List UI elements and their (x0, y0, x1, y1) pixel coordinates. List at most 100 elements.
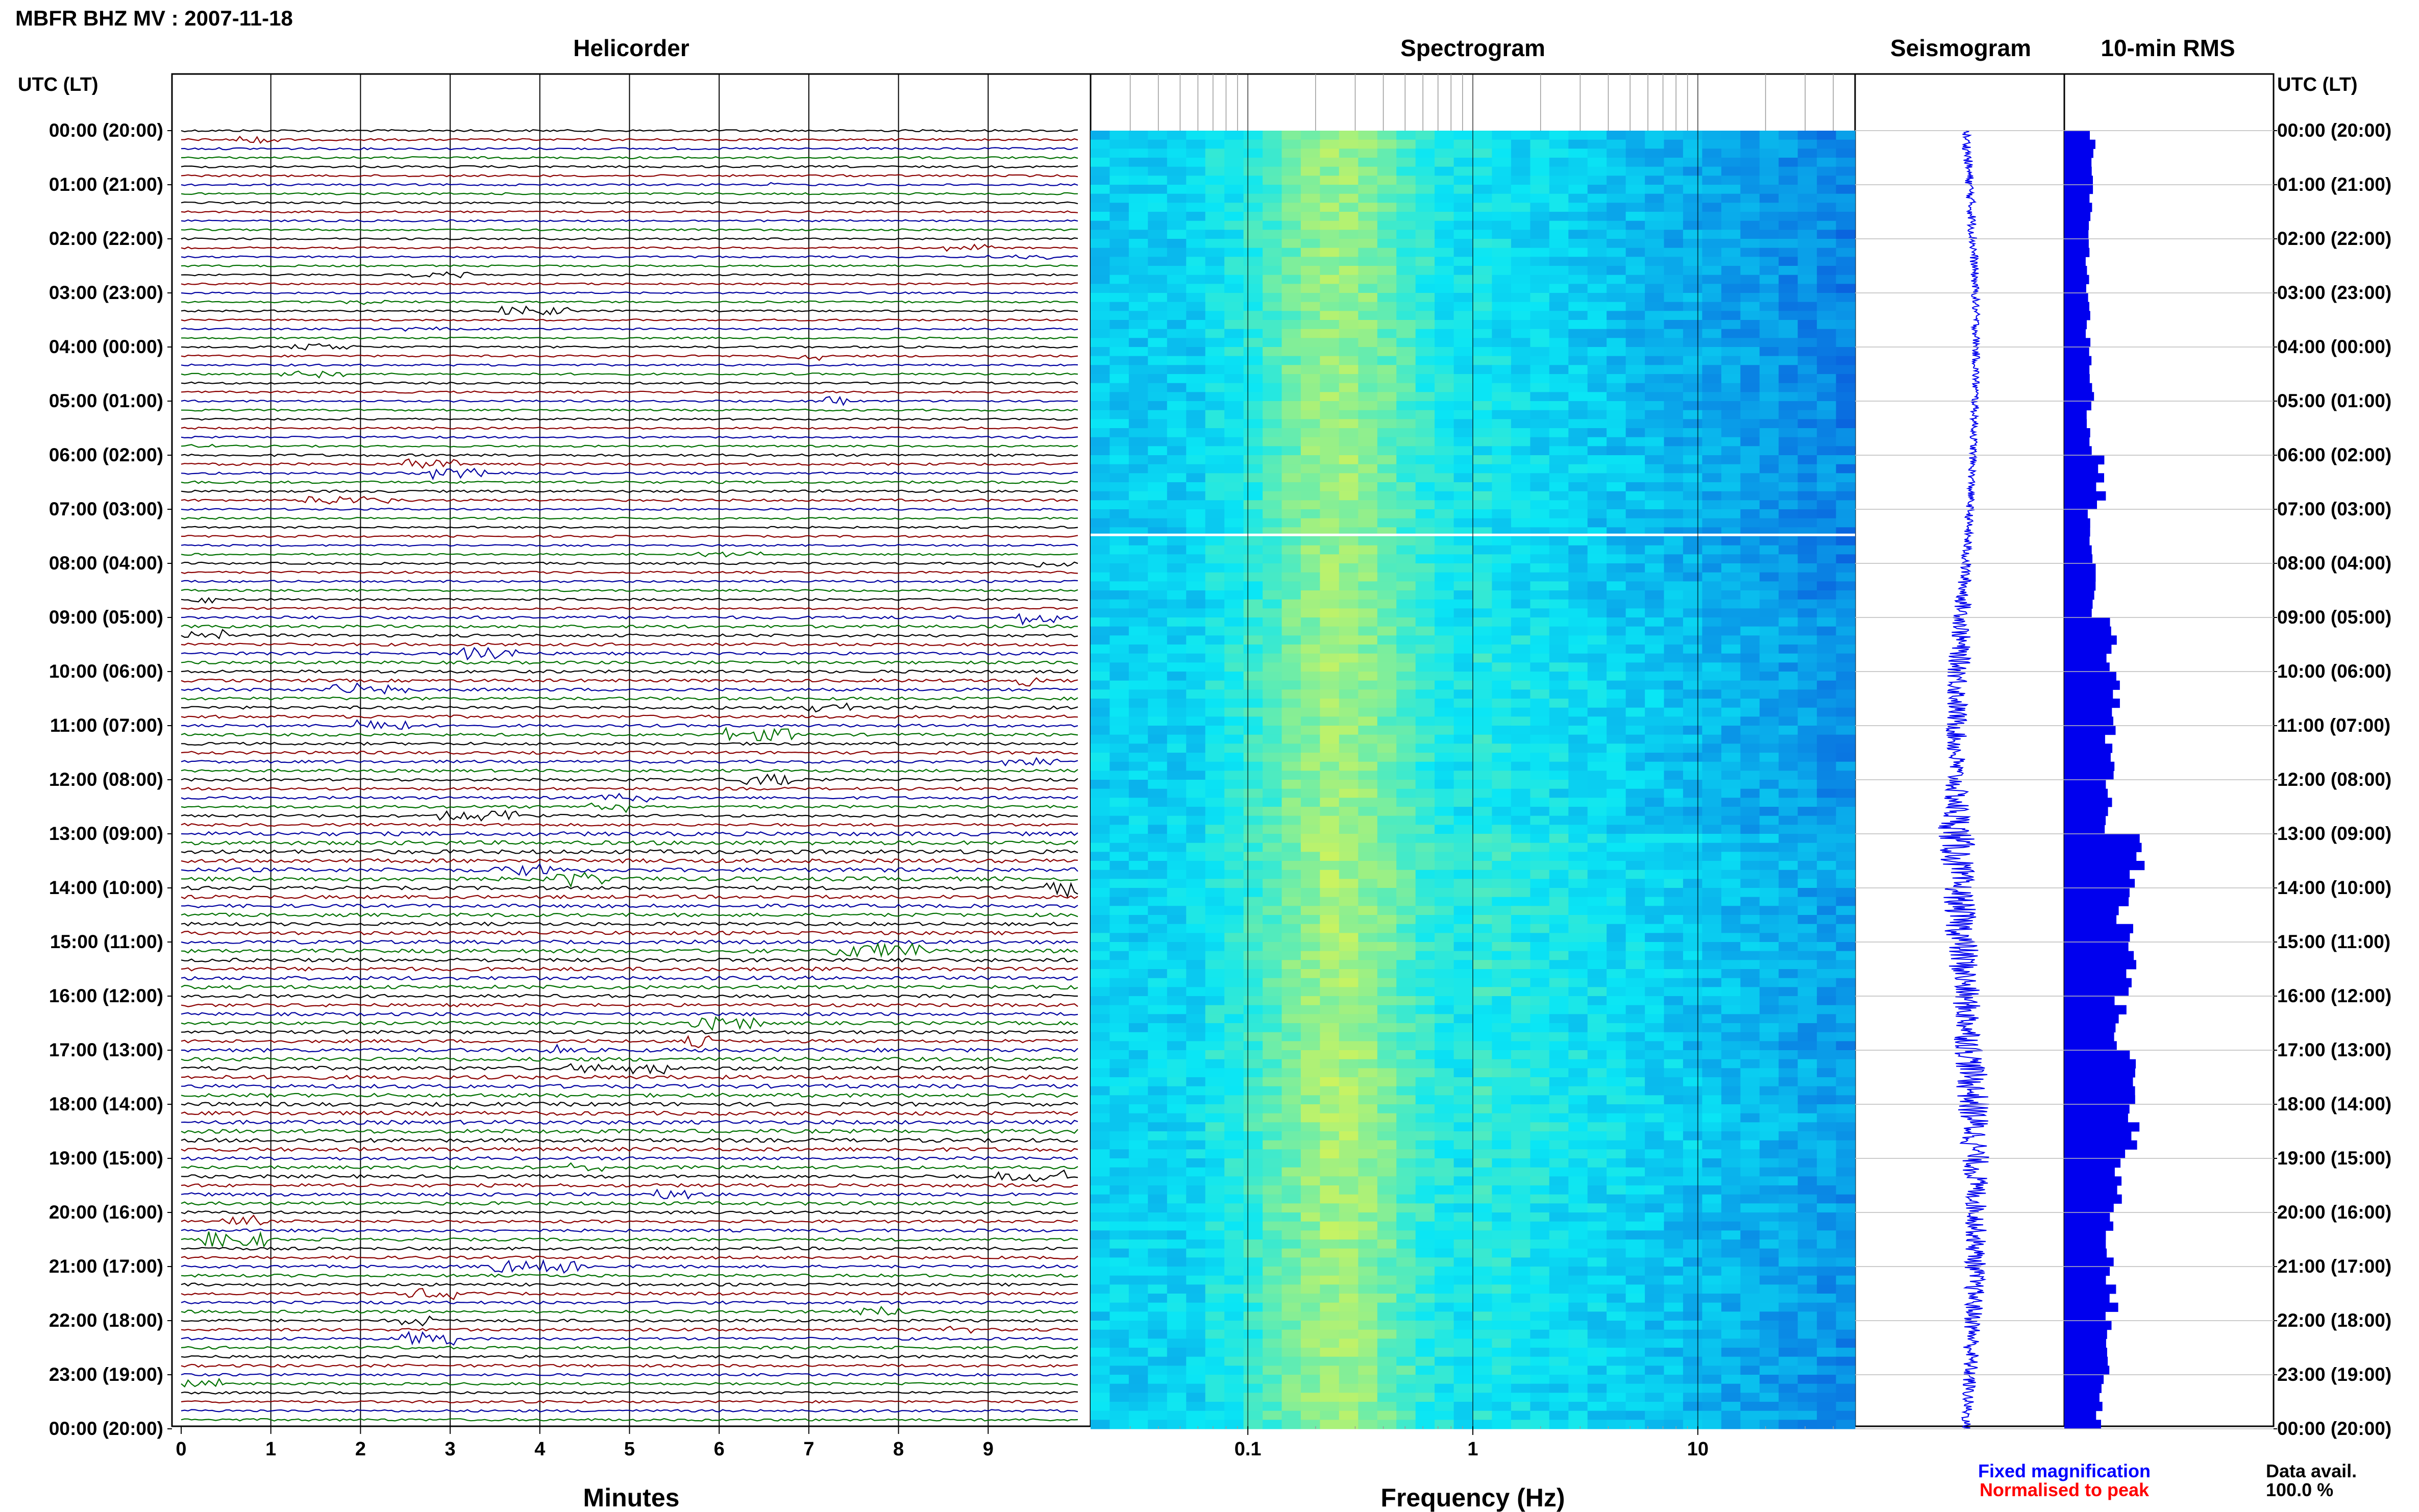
spectrogram-cell (1625, 446, 1645, 456)
spectrogram-cell (1320, 581, 1340, 591)
spectrogram-cell (1568, 834, 1588, 844)
spectrogram-cell (1740, 815, 1760, 825)
spectrogram-cell (1740, 689, 1760, 699)
spectrogram-cell (1664, 500, 1684, 510)
spectrogram-cell (1549, 780, 1569, 789)
spectrogram-cell (1740, 428, 1760, 438)
spectrogram-cell (1645, 1032, 1665, 1042)
spectrogram-cell (1530, 987, 1550, 997)
spectrogram-cell (1263, 1050, 1282, 1060)
spectrogram-cell (1377, 212, 1397, 221)
spectrogram-cell (1148, 302, 1168, 311)
spectrogram-cell (1740, 834, 1760, 844)
spectrogram-cell (1530, 1095, 1550, 1105)
helicorder-trace (181, 326, 1078, 332)
helicorder-trace (181, 1273, 1078, 1278)
spectrogram-cell (1587, 329, 1607, 338)
helicorder-trace (181, 682, 1078, 695)
spectrogram-cell (1167, 247, 1187, 257)
spectrogram-cell (1320, 329, 1340, 338)
spectrogram-cell (1435, 572, 1454, 582)
spectrogram-cell (1530, 266, 1550, 276)
spectrogram-cell (1607, 509, 1626, 519)
spectrogram-cell (1797, 392, 1817, 402)
spectrogram-cell (1224, 139, 1244, 149)
spectrogram-cell (1148, 1194, 1168, 1204)
spectrogram-cell (1817, 608, 1837, 618)
spectrogram-cell (1339, 203, 1359, 212)
spectrogram-cell (1281, 554, 1301, 564)
spectrogram-cell (1243, 329, 1263, 338)
spectrogram-cell (1511, 464, 1531, 474)
spectrogram-cell (1300, 933, 1320, 943)
spectrogram-cell (1702, 554, 1722, 564)
spectrogram-cell (1186, 131, 1206, 140)
spectrogram-cell (1607, 1032, 1626, 1042)
spectrogram-cell (1148, 545, 1168, 555)
spectrogram-cell (1300, 437, 1320, 447)
spectrogram-cell (1625, 753, 1645, 762)
spectrogram-cell (1721, 275, 1741, 284)
spectrogram-cell (1797, 374, 1817, 384)
spectrogram-cell (1377, 852, 1397, 861)
spectrogram-cell (1263, 1041, 1282, 1051)
spectrogram-cell (1435, 815, 1454, 825)
spectrogram-cell (1530, 699, 1550, 708)
spectrogram-cell (1645, 969, 1665, 979)
spectrogram-cell (1797, 1176, 1817, 1186)
spectrogram-cell (1186, 1077, 1206, 1087)
spectrogram-cell (1453, 1185, 1473, 1195)
spectrogram-cell (1148, 861, 1168, 871)
spectrogram-cell (1683, 166, 1702, 176)
spectrogram-cell (1702, 635, 1722, 645)
spectrogram-cell (1453, 158, 1473, 167)
spectrogram-cell (1091, 410, 1110, 419)
spectrogram-cell (1587, 1014, 1607, 1024)
spectrogram-cell (1435, 365, 1454, 375)
spectrogram-cell (1377, 798, 1397, 807)
spectrogram-cell (1549, 203, 1569, 212)
spectrogram-cell (1492, 870, 1512, 879)
spectrogram-cell (1473, 825, 1492, 834)
spectrogram-cell (1740, 726, 1760, 735)
spectrogram-cell (1109, 1167, 1129, 1177)
spectrogram-cell (1473, 707, 1492, 717)
spectrogram-cell (1511, 743, 1531, 753)
helicorder-trace (181, 669, 1078, 674)
spectrogram-cell (1300, 311, 1320, 320)
spectrogram-cell (1186, 500, 1206, 510)
spectrogram-cell (1740, 1104, 1760, 1114)
spectrogram-cell (1224, 203, 1244, 212)
spectrogram-cell (1607, 1176, 1626, 1186)
spectrogram-cell (1167, 148, 1187, 158)
spectrogram-cell (1396, 518, 1416, 528)
spectrogram-cell (1759, 545, 1779, 555)
spectrogram-cell (1702, 563, 1722, 573)
spectrogram-cell (1377, 1086, 1397, 1096)
spectrogram-cell (1320, 230, 1340, 239)
spectrogram-cell (1128, 716, 1148, 726)
spectrogram-cell (1415, 888, 1435, 898)
spectrogram-cell (1530, 888, 1550, 898)
spectrogram-cell (1721, 1176, 1741, 1186)
spectrogram-cell (1128, 257, 1148, 266)
spectrogram-cell (1492, 446, 1512, 456)
spectrogram-cell (1817, 518, 1837, 528)
spectrogram-cell (1453, 257, 1473, 266)
spectrogram-cell (1453, 761, 1473, 771)
spectrogram-cell (1702, 338, 1722, 348)
spectrogram-cell (1511, 1176, 1531, 1186)
spectrogram-cell (1664, 1158, 1684, 1168)
spectrogram-cell (1492, 1176, 1512, 1186)
spectrogram-cell (1836, 311, 1856, 320)
spectrogram-cell (1205, 1158, 1225, 1168)
spectrogram-cell (1358, 284, 1378, 293)
spectrogram-cell (1607, 996, 1626, 1006)
spectrogram-cell (1511, 365, 1531, 375)
spectrogram-cell (1091, 1050, 1110, 1060)
spectrogram-cell (1530, 653, 1550, 663)
spectrogram-cell (1358, 1032, 1378, 1042)
spectrogram-cell (1339, 951, 1359, 960)
spectrogram-cell (1320, 716, 1340, 726)
spectrogram-cell (1568, 365, 1588, 375)
